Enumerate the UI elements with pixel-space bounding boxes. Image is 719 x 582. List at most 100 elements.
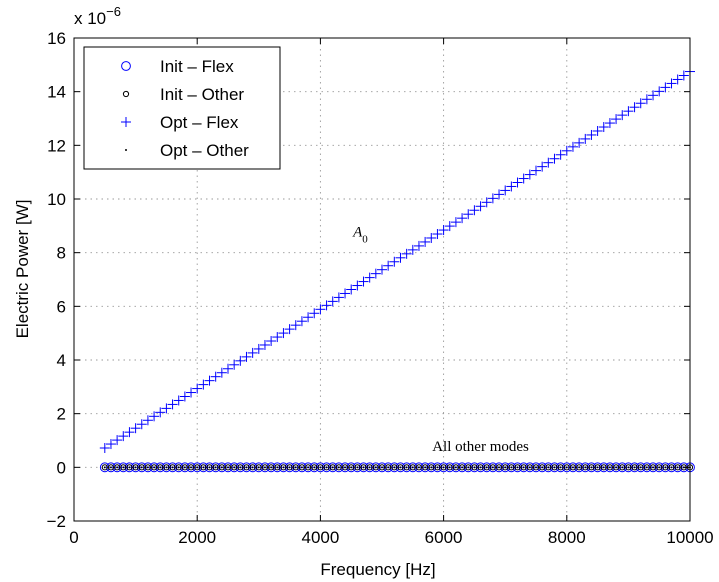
series-3-point	[560, 466, 562, 468]
series-3-point	[104, 466, 106, 468]
series-3-point	[369, 466, 371, 468]
y-tick-label: 6	[57, 297, 66, 316]
series-3-point	[264, 466, 266, 468]
series-3-point	[467, 466, 469, 468]
series-3-point	[153, 466, 155, 468]
y-tick-label: 8	[57, 244, 66, 263]
x-axis-title: Frequency [Hz]	[320, 560, 435, 579]
series-3-point	[399, 466, 401, 468]
series-3-point	[664, 466, 666, 468]
series-3-point	[128, 466, 130, 468]
series-3-point	[326, 466, 328, 468]
series-3-point	[190, 466, 192, 468]
series-3-point	[609, 466, 611, 468]
series-3-point	[387, 466, 389, 468]
series-3-point	[363, 466, 365, 468]
series-3-point	[301, 466, 303, 468]
series-3-point	[480, 466, 482, 468]
series-3-point	[566, 466, 568, 468]
series-3-point	[227, 466, 229, 468]
y-axis-title: Electric Power [W]	[13, 200, 32, 339]
series-3-point	[172, 466, 174, 468]
series-3-point	[430, 466, 432, 468]
series-3-point	[572, 466, 574, 468]
series-3-point	[202, 466, 204, 468]
series-3-point	[338, 466, 340, 468]
series-3-point	[529, 466, 531, 468]
legend-label: Init – Flex	[160, 57, 234, 76]
series-3-point	[671, 466, 673, 468]
series-3-point	[658, 466, 660, 468]
series-3-point	[332, 466, 334, 468]
y-tick-label: 0	[57, 458, 66, 477]
series-3-point	[184, 466, 186, 468]
series-3-point	[233, 466, 235, 468]
series-3-point	[319, 466, 321, 468]
legend-label: Opt – Other	[160, 141, 249, 160]
x-tick-label: 0	[69, 528, 78, 547]
series-3-point	[282, 466, 284, 468]
series-3-point	[252, 466, 254, 468]
series-3-point	[492, 466, 494, 468]
legend-label: Opt – Flex	[160, 113, 239, 132]
series-3-point	[498, 466, 500, 468]
x-tick-label: 2000	[178, 528, 216, 547]
series-3-point	[455, 466, 457, 468]
legend-label: Init – Other	[160, 85, 244, 104]
x-tick-label: 10000	[666, 528, 713, 547]
series-3-point	[523, 466, 525, 468]
series-3-point	[510, 466, 512, 468]
y-tick-label: 16	[47, 29, 66, 48]
y-axis-exponent-power: −6	[106, 4, 121, 19]
series-3-point	[393, 466, 395, 468]
series-3-point	[289, 466, 291, 468]
series-3-point	[634, 466, 636, 468]
series-3-point	[504, 466, 506, 468]
series-3-point	[640, 466, 642, 468]
series-3-point	[159, 466, 161, 468]
y-tick-label: −2	[47, 512, 66, 531]
series-3-point	[381, 466, 383, 468]
annotation-a0-subscript: 0	[362, 234, 368, 246]
legend-marker	[125, 149, 127, 151]
series-3-point	[295, 466, 297, 468]
series-3-point	[196, 466, 198, 468]
series-3-point	[449, 466, 451, 468]
series-3-point	[621, 466, 623, 468]
series-3-point	[424, 466, 426, 468]
series-3-point	[578, 466, 580, 468]
y-tick-label: 14	[47, 83, 66, 102]
y-axis-exponent-base: x 10	[74, 9, 106, 28]
series-3-point	[584, 466, 586, 468]
x-tick-label: 8000	[548, 528, 586, 547]
y-tick-label: 2	[57, 405, 66, 424]
y-tick-label: 4	[57, 351, 66, 370]
series-3-point	[547, 466, 549, 468]
x-tick-label: 6000	[425, 528, 463, 547]
series-3-point	[356, 466, 358, 468]
series-3-point	[270, 466, 272, 468]
series-3-point	[221, 466, 223, 468]
series-3-point	[307, 466, 309, 468]
series-3-point	[652, 466, 654, 468]
series-3-point	[245, 466, 247, 468]
series-3-point	[344, 466, 346, 468]
series-3-point	[313, 466, 315, 468]
series-3-point	[215, 466, 217, 468]
series-3-point	[627, 466, 629, 468]
series-3-point	[603, 466, 605, 468]
series-3-point	[541, 466, 543, 468]
series-3-point	[350, 466, 352, 468]
series-3-point	[473, 466, 475, 468]
series-3-point	[590, 466, 592, 468]
series-3-point	[258, 466, 260, 468]
series-3-point	[276, 466, 278, 468]
series-3-point	[147, 466, 149, 468]
series-3-point	[615, 466, 617, 468]
series-3-point	[116, 466, 118, 468]
series-3-point	[110, 466, 112, 468]
series-3-point	[461, 466, 463, 468]
series-3-point	[375, 466, 377, 468]
series-3-point	[597, 466, 599, 468]
